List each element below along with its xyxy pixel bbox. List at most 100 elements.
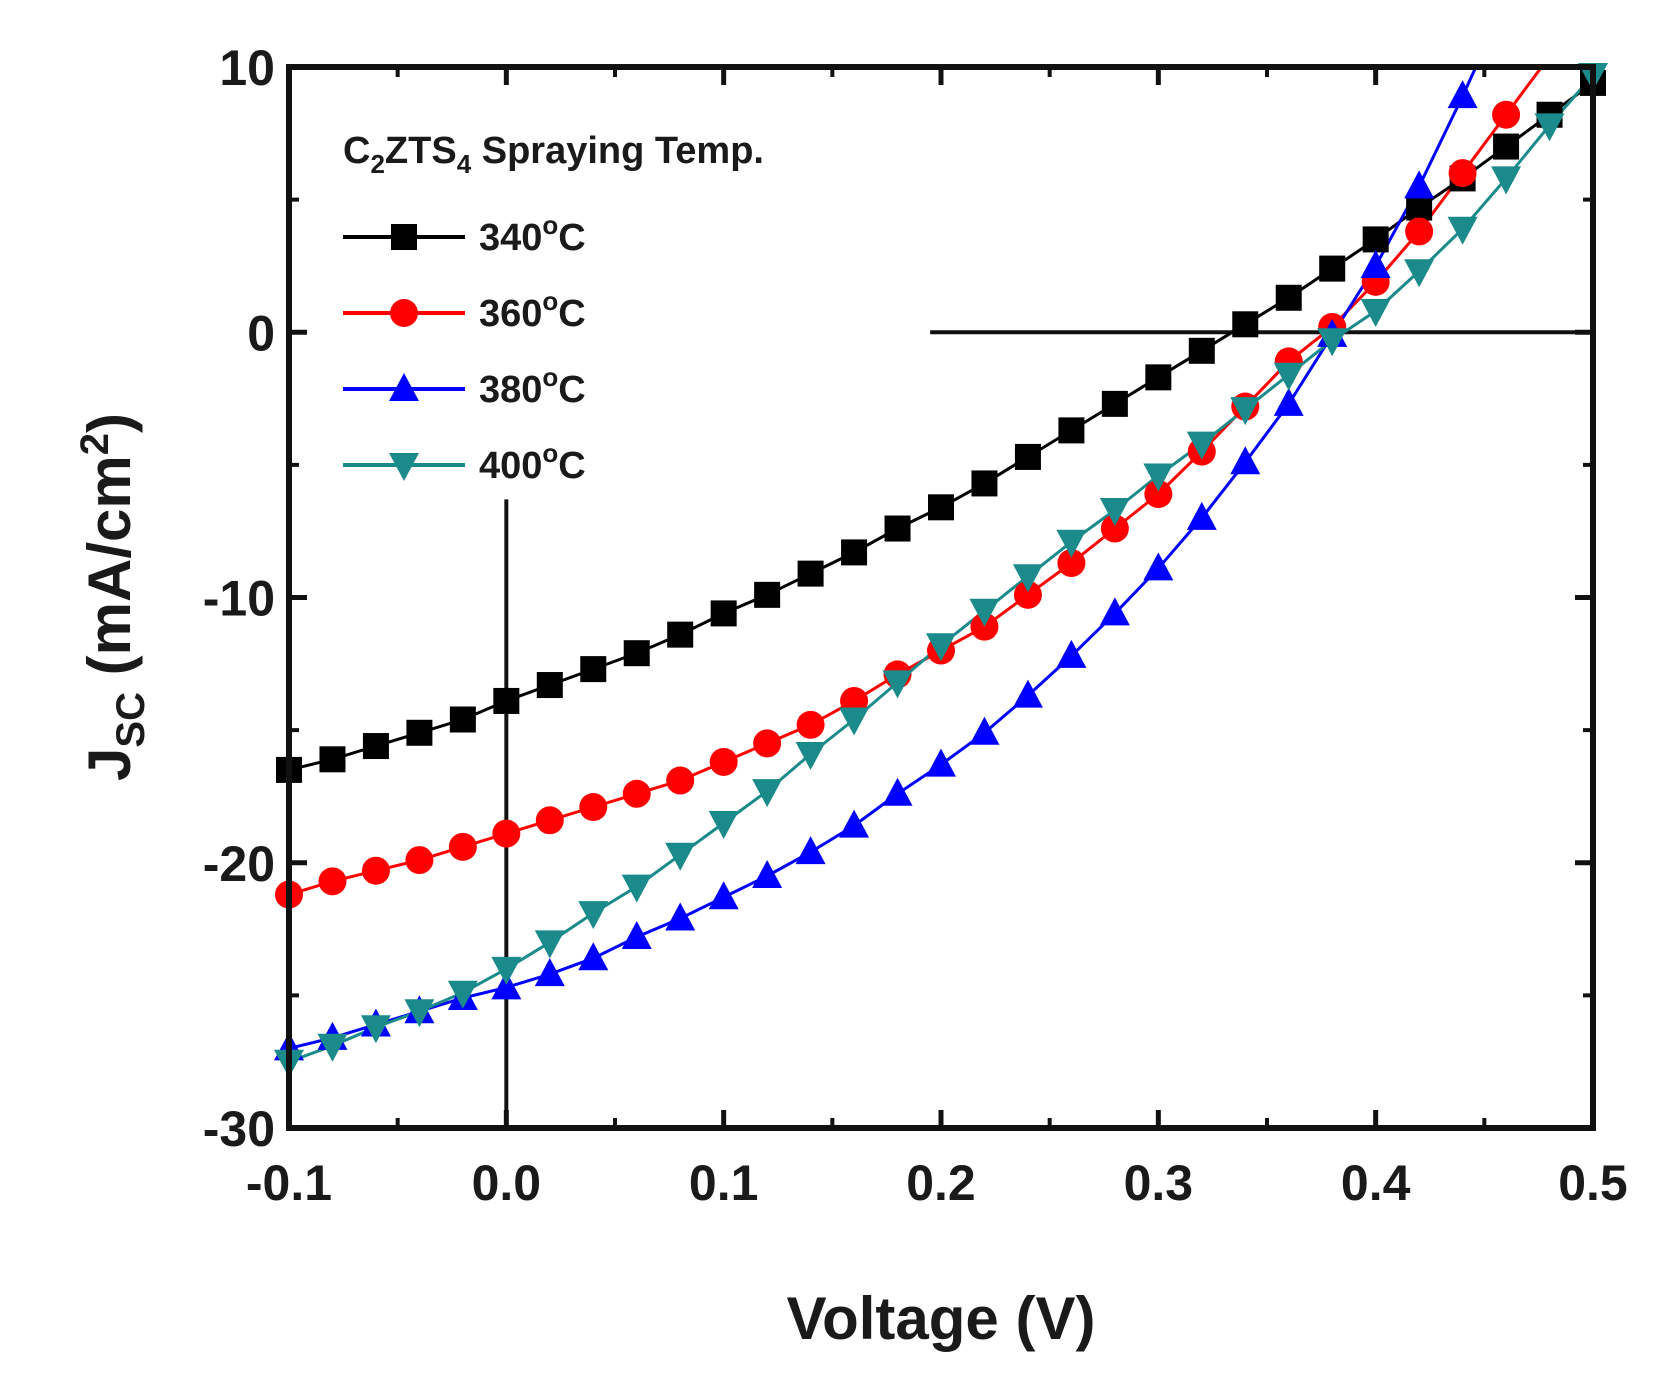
x-tick-label: -0.1 — [246, 1155, 332, 1211]
data-point-360 — [448, 832, 477, 861]
data-point-360 — [535, 806, 564, 835]
data-point-340 — [449, 706, 476, 733]
x-tick-label: 0.1 — [689, 1155, 759, 1211]
data-point-380 — [882, 777, 913, 806]
data-point-400 — [926, 633, 956, 662]
data-point-340 — [884, 515, 911, 542]
data-point-380 — [578, 942, 609, 971]
legend-entry-380: 380oC — [343, 362, 586, 411]
data-point-380 — [1230, 446, 1261, 475]
legend-title-part: ZTS — [385, 130, 457, 172]
data-point-360 — [492, 819, 521, 848]
data-point-400 — [1317, 328, 1348, 357]
data-point-340 — [928, 494, 954, 521]
data-point-340 — [754, 581, 781, 608]
data-point-360 — [1405, 217, 1434, 246]
data-point-360 — [1013, 580, 1042, 609]
data-point-340 — [362, 733, 389, 760]
data-point-380 — [1447, 80, 1478, 109]
x-tick-label: 0.0 — [472, 1155, 542, 1211]
data-point-340 — [406, 719, 433, 746]
data-point-400 — [752, 779, 783, 808]
data-point-380 — [969, 716, 1000, 745]
legend-title-part: C — [343, 130, 370, 172]
legend: C2ZTS4 Spraying Temp. 340oC 360oC 380oC 400… — [343, 130, 764, 487]
data-point-360 — [318, 867, 347, 896]
data-point-360 — [1100, 514, 1129, 543]
legend-title-part: 2 — [370, 149, 384, 179]
data-point-400 — [1056, 529, 1087, 558]
data-point-400 — [621, 874, 652, 903]
data-point-340 — [1188, 337, 1215, 364]
legend-marker — [390, 299, 418, 327]
legend-title: C2ZTS4 Spraying Temp. — [343, 130, 764, 179]
data-point-380 — [621, 921, 652, 950]
data-point-340 — [1275, 284, 1302, 311]
y-tick-label: -20 — [203, 836, 275, 892]
data-point-340 — [841, 539, 868, 566]
legend-label: 400oC — [479, 438, 586, 487]
y-axis-title-close: ) — [76, 413, 143, 433]
data-point-400 — [447, 980, 478, 1009]
data-point-340 — [1319, 255, 1346, 282]
data-point-360 — [1492, 100, 1521, 129]
data-point-360 — [1448, 159, 1477, 188]
data-point-340 — [623, 640, 650, 667]
data-point-380 — [795, 836, 826, 865]
y-axis-title: JSC (mA/cm2) — [73, 413, 153, 781]
data-point-340 — [1362, 226, 1389, 253]
legend-entry-360: 360oC — [343, 286, 586, 335]
data-point-340 — [710, 600, 737, 627]
legend-entries: 340oC 360oC 380oC 400oC — [343, 210, 586, 487]
data-point-360 — [1144, 480, 1173, 509]
data-point-400 — [317, 1033, 348, 1062]
data-point-340 — [580, 656, 607, 683]
data-point-400 — [708, 810, 739, 839]
data-point-380 — [926, 748, 956, 777]
y-tick-label: 10 — [219, 40, 275, 96]
x-tick-label: 0.4 — [1341, 1155, 1411, 1211]
legend-marker — [389, 373, 419, 401]
y-tick-label: 0 — [247, 305, 275, 361]
y-tick-label: -10 — [203, 571, 275, 627]
data-point-400 — [491, 956, 522, 985]
x-tick-label: 0.2 — [906, 1155, 976, 1211]
data-point-360 — [405, 846, 434, 875]
y-axis-title-sub: SC — [109, 692, 153, 748]
data-point-400 — [882, 670, 913, 699]
data-point-400 — [969, 598, 1000, 627]
data-point-400 — [1404, 259, 1435, 288]
data-point-380 — [752, 860, 783, 889]
series-line-340 — [289, 81, 1593, 772]
data-point-360 — [579, 793, 608, 822]
data-point-400 — [1012, 564, 1043, 593]
x-tick-label: 0.3 — [1124, 1155, 1194, 1211]
data-point-380 — [839, 809, 870, 838]
x-ticks: -0.1 0.0 0.1 0.2 0.3 0.4 0.5 — [246, 67, 1628, 1211]
y-ticks: -30 -20 -10 0 10 — [203, 40, 1593, 1157]
legend-title-part: Spraying Temp. — [471, 130, 764, 172]
data-point-400 — [360, 1015, 391, 1044]
data-point-400 — [1491, 166, 1522, 195]
data-point-380 — [1012, 679, 1043, 708]
data-point-400 — [1186, 431, 1217, 460]
data-point-340 — [667, 621, 694, 648]
legend-label: 360oC — [479, 286, 586, 335]
data-point-360 — [709, 747, 738, 776]
legend-marker — [391, 224, 417, 250]
data-point-380 — [665, 902, 696, 931]
data-point-380 — [1099, 597, 1130, 626]
data-point-360 — [361, 856, 390, 885]
data-point-360 — [753, 729, 782, 758]
data-point-400 — [665, 842, 696, 871]
y-axis-title-unit: (mA/cm — [76, 455, 143, 692]
data-point-380 — [1056, 639, 1087, 668]
data-point-340 — [319, 746, 346, 773]
data-point-380 — [534, 958, 565, 987]
reference-lines — [504, 330, 1593, 1128]
data-point-400 — [404, 999, 435, 1028]
data-point-400 — [1230, 397, 1261, 426]
data-point-360 — [796, 710, 825, 739]
data-point-340 — [1058, 417, 1085, 444]
